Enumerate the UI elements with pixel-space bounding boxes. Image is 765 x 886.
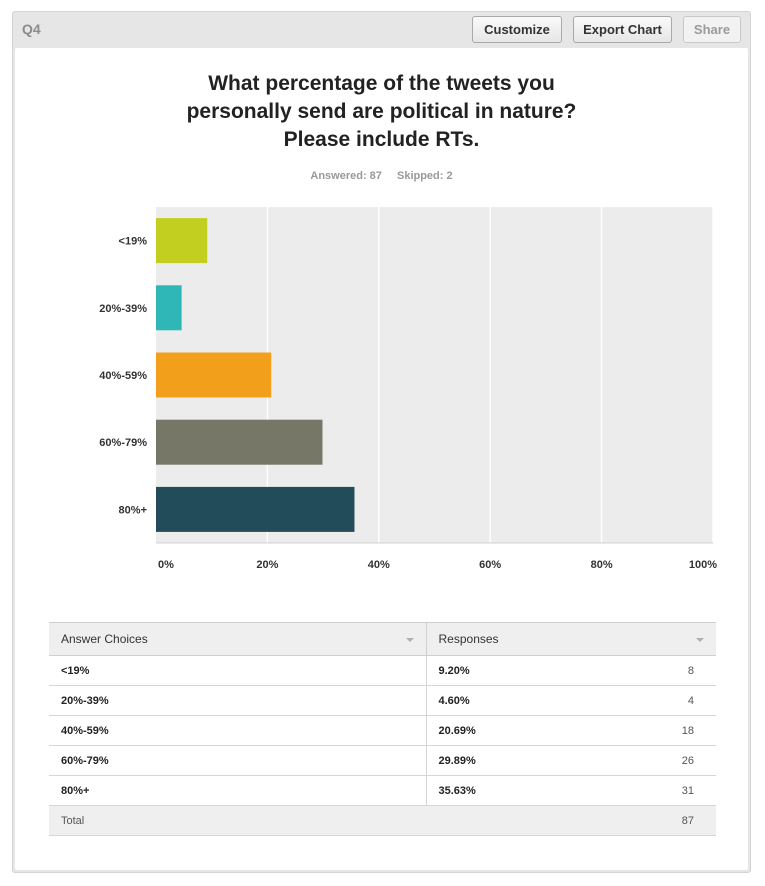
response-cell: 20.69% 18: [426, 715, 716, 746]
response-cell: 29.89% 26: [426, 745, 716, 776]
x-tick-label: 80%: [591, 559, 613, 571]
answer-choice-cell: <19%: [49, 655, 427, 686]
bar[interactable]: [156, 285, 182, 331]
response-cell: 9.20% 8: [426, 655, 716, 686]
response-cell: 4.60% 4: [426, 685, 716, 716]
category-label: 40%-59%: [99, 370, 147, 382]
responses-header[interactable]: Responses: [426, 622, 716, 656]
x-axis-ticks: 0% 20% 40% 60% 80% 100%: [156, 542, 717, 571]
answer-choice-cell: 20%-39%: [49, 685, 427, 716]
question-panel: Q4 Customize Export Chart Share What per…: [12, 11, 751, 873]
question-title-line: personally send are political in nature?: [186, 100, 577, 123]
category-label: 80%+: [119, 504, 147, 516]
share-button[interactable]: Share: [683, 16, 741, 43]
x-tick-label: 20%: [256, 559, 278, 571]
category-labels: <19% 20%-39% 40%-59% 60%-79% 80%+: [99, 236, 147, 517]
responses-table: Answer Choices Responses <19% 9.20% 8 20%…: [49, 622, 716, 836]
answer-choice-cell: 40%-59%: [49, 715, 427, 746]
table-row: 40%-59% 20.69% 18: [49, 715, 716, 746]
question-title-line: Please include RTs.: [283, 128, 480, 151]
response-summary: Answered: 87 Skipped: 2: [15, 170, 748, 182]
question-card: What percentage of the tweets you person…: [15, 48, 748, 870]
response-percent: 35.63%: [438, 784, 476, 797]
question-title-line: What percentage of the tweets you: [208, 72, 555, 95]
category-label: 20%-39%: [99, 303, 147, 315]
sort-caret-icon[interactable]: [405, 638, 414, 642]
export-chart-button[interactable]: Export Chart: [573, 16, 672, 43]
x-tick-label: 0%: [158, 559, 174, 571]
skipped-count: Skipped: 2: [396, 170, 453, 182]
x-tick-label: 40%: [368, 559, 390, 571]
x-tick-label: 100%: [689, 559, 717, 571]
category-label: 60%-79%: [99, 437, 147, 449]
answer-choice-cell: 80%+: [49, 775, 427, 806]
table-header-row: Answer Choices Responses: [49, 622, 716, 656]
table-row: 20%-39% 4.60% 4: [49, 685, 716, 716]
response-cell: 35.63% 31: [426, 775, 716, 806]
bar-chart: <19% 20%-39% 40%-59% 60%-79% 80%+ 0% 20% 40% 60…: [99, 207, 717, 571]
category-label: <19%: [119, 236, 148, 248]
bar[interactable]: [156, 218, 208, 264]
question-title: What percentage of the tweets you person…: [15, 70, 748, 154]
table-row: <19% 9.20% 8: [49, 655, 716, 686]
bar[interactable]: [156, 352, 272, 398]
answer-choice-cell: 60%-79%: [49, 745, 427, 776]
response-percent: 20.69%: [438, 724, 476, 737]
question-number: Q4: [22, 21, 41, 37]
total-count: 87: [681, 814, 694, 827]
sort-caret-icon[interactable]: [696, 638, 704, 642]
total-row: Total 87: [49, 805, 716, 836]
answer-choices-header-label: Answer Choices: [61, 632, 148, 646]
response-count: 18: [681, 724, 694, 737]
response-count: 31: [681, 784, 694, 797]
response-percent: 4.60%: [438, 694, 470, 707]
bar[interactable]: [156, 486, 355, 532]
customize-button[interactable]: Customize: [472, 16, 562, 43]
table-row: 80%+ 35.63% 31: [49, 775, 716, 806]
response-percent: 9.20%: [438, 664, 470, 677]
total-cell: 87: [426, 805, 716, 836]
answered-count: Answered: 87: [310, 170, 382, 182]
response-count: 26: [681, 754, 694, 767]
response-count: 8: [687, 664, 694, 677]
bar-series: [156, 218, 355, 532]
answer-choices-header[interactable]: Answer Choices: [49, 622, 427, 656]
total-label: Total: [49, 805, 426, 836]
response-count: 4: [687, 694, 694, 707]
table-row: 60%-79% 29.89% 26: [49, 745, 716, 776]
bar[interactable]: [156, 419, 323, 465]
x-tick-label: 60%: [479, 559, 501, 571]
response-percent: 29.89%: [438, 754, 476, 767]
question-header: Q4 Customize Export Chart Share: [13, 12, 750, 48]
responses-header-label: Responses: [438, 632, 499, 646]
